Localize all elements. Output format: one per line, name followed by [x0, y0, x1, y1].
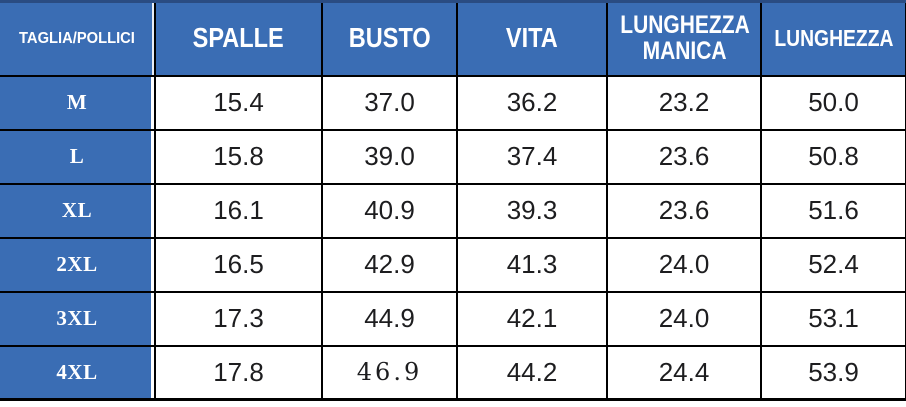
measurement-cell-4xl-lunghezza-manica: 24.4	[606, 344, 762, 401]
measurement-cell-2xl-lunghezza-manica: 24.0	[606, 236, 762, 293]
measurement-cell-l-spalle: 15.8	[154, 128, 323, 185]
size-label-4xl: 4XL	[0, 344, 156, 401]
corner-header-taglia-pollici: TAGLIA/POLLICI	[0, 0, 156, 77]
size-label-xl: XL	[0, 182, 156, 239]
column-header-label: BUSTO	[348, 22, 431, 54]
size-row-4xl: 4XL 17.8 46.9 44.2 24.4 53.9	[0, 344, 906, 401]
measurement-cell-l-vita: 37.4	[456, 128, 608, 185]
measurement-cell-m-busto: 37.0	[321, 74, 458, 131]
measurement-cell-l-busto: 39.0	[321, 128, 458, 185]
measurement-cell-xl-lunghezza-manica: 23.6	[606, 182, 762, 239]
measurement-cell-2xl-vita: 41.3	[456, 236, 608, 293]
column-header-label: LUNGHEZZA MANICA	[620, 11, 750, 65]
column-header-busto: BUSTO	[321, 0, 458, 77]
column-header-spalle: SPALLE	[154, 0, 323, 77]
measurement-cell-2xl-busto: 42.9	[321, 236, 458, 293]
measurement-cell-3xl-vita: 42.1	[456, 290, 608, 347]
measurement-cell-l-lunghezza-manica: 23.6	[606, 128, 762, 185]
measurement-cell-xl-lunghezza: 51.6	[760, 182, 906, 239]
size-label-l: L	[0, 128, 156, 185]
size-chart-body: M 15.4 37.0 36.2 23.2 50.0 L 15.8 39.0 37.4 23.6 50…	[0, 74, 906, 401]
measurement-cell-xl-vita: 39.3	[456, 182, 608, 239]
column-header-label: VITA	[506, 22, 558, 54]
measurement-cell-xl-spalle: 16.1	[154, 182, 323, 239]
size-row-3xl: 3XL 17.3 44.9 42.1 24.0 53.1	[0, 290, 906, 347]
measurement-cell-m-vita: 36.2	[456, 74, 608, 131]
measurement-cell-4xl-lunghezza: 53.9	[760, 344, 906, 401]
size-row-l: L 15.8 39.0 37.4 23.6 50.8	[0, 128, 906, 185]
measurement-cell-4xl-spalle: 17.8	[154, 344, 323, 401]
size-row-m: M 15.4 37.0 36.2 23.2 50.0	[0, 74, 906, 131]
column-header-label: SPALLE	[192, 22, 285, 54]
size-row-xl: XL 16.1 40.9 39.3 23.6 51.6	[0, 182, 906, 239]
column-header-vita: VITA	[456, 0, 608, 77]
size-label-3xl: 3XL	[0, 290, 156, 347]
measurement-cell-4xl-busto: 46.9	[321, 344, 458, 401]
column-header-label: LUNGHEZZA	[773, 24, 894, 51]
measurement-cell-m-lunghezza: 50.0	[760, 74, 906, 131]
column-header-lunghezza-manica: LUNGHEZZA MANICA	[606, 0, 762, 77]
measurement-cell-2xl-lunghezza: 52.4	[760, 236, 906, 293]
measurement-cell-2xl-spalle: 16.5	[154, 236, 323, 293]
size-label-m: M	[0, 74, 156, 131]
size-label-2xl: 2XL	[0, 236, 156, 293]
measurement-cell-m-spalle: 15.4	[154, 74, 323, 131]
measurement-cell-3xl-lunghezza-manica: 24.0	[606, 290, 762, 347]
header-row: TAGLIA/POLLICI SPALLE BUSTO VITA LUNGHEZZA …	[0, 0, 906, 77]
measurement-cell-xl-busto: 40.9	[321, 182, 458, 239]
column-header-lunghezza: LUNGHEZZA	[760, 0, 906, 77]
measurement-cell-3xl-busto: 44.9	[321, 290, 458, 347]
measurement-cell-m-lunghezza-manica: 23.2	[606, 74, 762, 131]
measurement-cell-3xl-spalle: 17.3	[154, 290, 323, 347]
measurement-cell-l-lunghezza: 50.8	[760, 128, 906, 185]
measurement-cell-4xl-vita: 44.2	[456, 344, 608, 401]
size-row-2xl: 2XL 16.5 42.9 41.3 24.0 52.4	[0, 236, 906, 293]
measurement-cell-3xl-lunghezza: 53.1	[760, 290, 906, 347]
corner-header-label: TAGLIA/POLLICI	[19, 29, 135, 47]
